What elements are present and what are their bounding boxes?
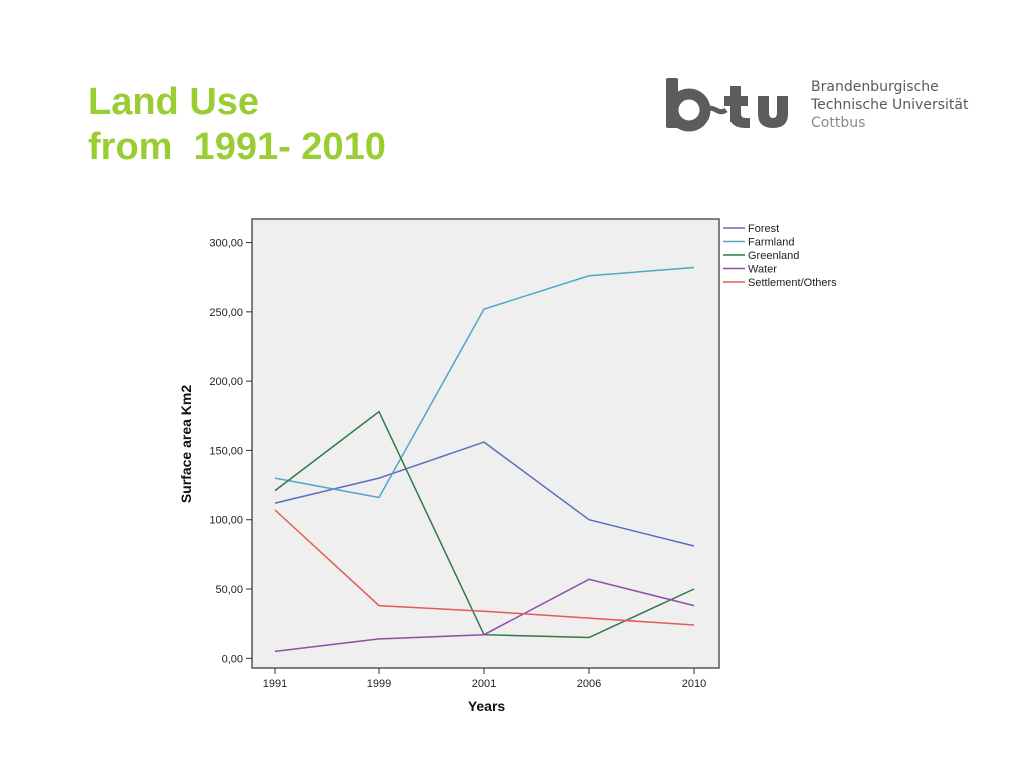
slide-title: Land Use from 1991- 2010: [88, 80, 386, 170]
slide-title-line-2: from 1991- 2010: [88, 126, 386, 168]
y-axis-label: Surface area Km2: [178, 385, 194, 504]
y-tick-label: 250,00: [209, 307, 243, 319]
legend-label-water: Water: [748, 264, 777, 276]
y-tick-label: 100,00: [209, 515, 243, 527]
university-logo: Brandenburgische Technische Universität …: [662, 72, 972, 134]
university-name: Brandenburgische Technische Universität …: [811, 78, 968, 132]
x-tick-label: 2010: [682, 678, 706, 690]
y-tick-label: 50,00: [215, 584, 243, 596]
x-tick-label: 1991: [263, 678, 287, 690]
slide-title-line-1: Land Use: [88, 81, 260, 123]
university-city: Cottbus: [811, 115, 866, 131]
university-name-line-2: Technische Universität: [811, 97, 969, 113]
x-tick-label: 2006: [577, 678, 601, 690]
legend-label-forest: Forest: [748, 223, 779, 235]
x-tick-label: 2001: [472, 678, 496, 690]
university-name-line-1: Brandenburgische: [811, 79, 939, 95]
legend-label-greenland: Greenland: [748, 250, 799, 262]
x-axis-label: Years: [468, 698, 506, 714]
series-line-water: [274, 578, 695, 653]
y-tick-label: 300,00: [209, 238, 243, 250]
legend-label-settlement-others: Settlement/Others: [748, 277, 837, 289]
btu-logo-icon: [666, 78, 788, 132]
series-line-settlement-others: [274, 509, 695, 626]
series-line-forest: [274, 441, 695, 547]
y-tick-label: 200,00: [209, 376, 243, 388]
series-line-farmland: [274, 266, 695, 499]
y-tick-label: 150,00: [209, 445, 243, 457]
y-tick-label: 0,00: [222, 653, 243, 665]
legend-label-farmland: Farmland: [748, 237, 794, 249]
x-tick-label: 1999: [367, 678, 391, 690]
